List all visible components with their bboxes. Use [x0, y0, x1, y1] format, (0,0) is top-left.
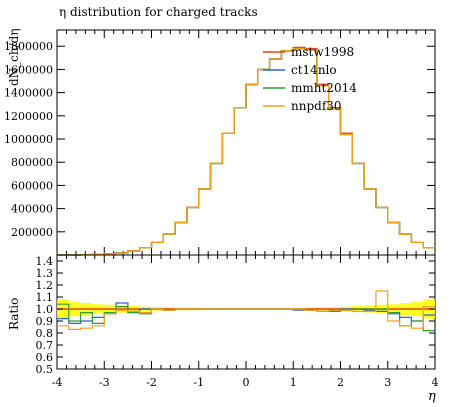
main-y-tick-label: 200000 — [11, 226, 53, 239]
legend-label-nnpdf30: nnpdf30 — [291, 99, 342, 113]
ratio-y-axis-label: Ratio — [7, 298, 21, 330]
ratio-y-ticks: 0.50.60.70.80.91.01.11.21.31.4 — [36, 255, 435, 376]
main-y-axis-label: dN_ch/dη — [7, 28, 21, 86]
x-tick-label: -2 — [146, 376, 157, 389]
histogram-ct14nlo — [57, 47, 435, 256]
x-tick-label: 2 — [337, 376, 344, 389]
x-tick-label: 0 — [243, 376, 250, 389]
main-histograms — [57, 46, 435, 256]
chart-title: η distribution for charged tracks — [59, 5, 258, 19]
ratio-panel: 0.50.60.70.80.91.01.11.21.31.4 -4 -3 -2 -1 0… — [7, 254, 439, 404]
legend: mstw1998 ct14nlo mmht2014 nnpdf30 — [263, 45, 357, 113]
main-y-tick-label: 1600000 — [4, 63, 53, 76]
ratio-y-tick-label: 1.1 — [36, 291, 54, 304]
histogram-mstw1998 — [57, 46, 435, 256]
histogram-mmht2014 — [57, 47, 435, 256]
x-axis-label: η — [428, 389, 436, 404]
ratio-y-tick-label: 1.0 — [36, 303, 54, 316]
main-y-tick-label: 600000 — [11, 179, 53, 192]
legend-label-mstw1998: mstw1998 — [291, 45, 354, 59]
ratio-y-tick-label: 1.3 — [36, 267, 54, 280]
main-y-tick-label: 1400000 — [4, 87, 53, 100]
main-y-tick-label: 400000 — [11, 203, 53, 216]
legend-label-ct14nlo: ct14nlo — [291, 63, 337, 77]
histogram-nnpdf30 — [57, 47, 435, 256]
ratio-x-ticks: -4 -3 -2 -1 0 1 2 3 4 — [52, 255, 439, 389]
main-y-ticks: 200000 400000 600000 800000 1000000 1200000 14… — [4, 40, 435, 239]
main-y-tick-label: 1800000 — [4, 40, 53, 53]
main-y-tick-label: 1000000 — [4, 133, 53, 146]
ratio-y-tick-label: 1.4 — [36, 255, 54, 268]
main-panel-frame — [56, 29, 436, 256]
ratio-y-tick-label: 0.7 — [36, 339, 54, 352]
ratio-y-tick-label: 0.8 — [36, 327, 54, 340]
ratio-y-tick-label: 0.5 — [36, 363, 54, 376]
main-y-tick-label: 1200000 — [4, 110, 53, 123]
x-tick-label: 1 — [290, 376, 297, 389]
ratio-nnpdf30 — [57, 290, 435, 330]
ratio-y-tick-label: 0.9 — [36, 315, 54, 328]
x-tick-label: -1 — [193, 376, 204, 389]
legend-label-mmht2014: mmht2014 — [291, 81, 357, 95]
main-y-tick-label: 800000 — [11, 156, 53, 169]
x-tick-label: -4 — [52, 376, 63, 389]
main-x-ticks — [56, 30, 436, 255]
x-tick-label: 3 — [384, 376, 391, 389]
ratio-series — [57, 290, 435, 332]
ratio-y-tick-label: 1.2 — [36, 279, 54, 292]
x-tick-label: 4 — [432, 376, 439, 389]
main-panel: 200000 400000 600000 800000 1000000 1200000 14… — [4, 28, 436, 256]
ratio-y-tick-label: 0.6 — [36, 351, 54, 364]
x-tick-label: -3 — [99, 376, 110, 389]
